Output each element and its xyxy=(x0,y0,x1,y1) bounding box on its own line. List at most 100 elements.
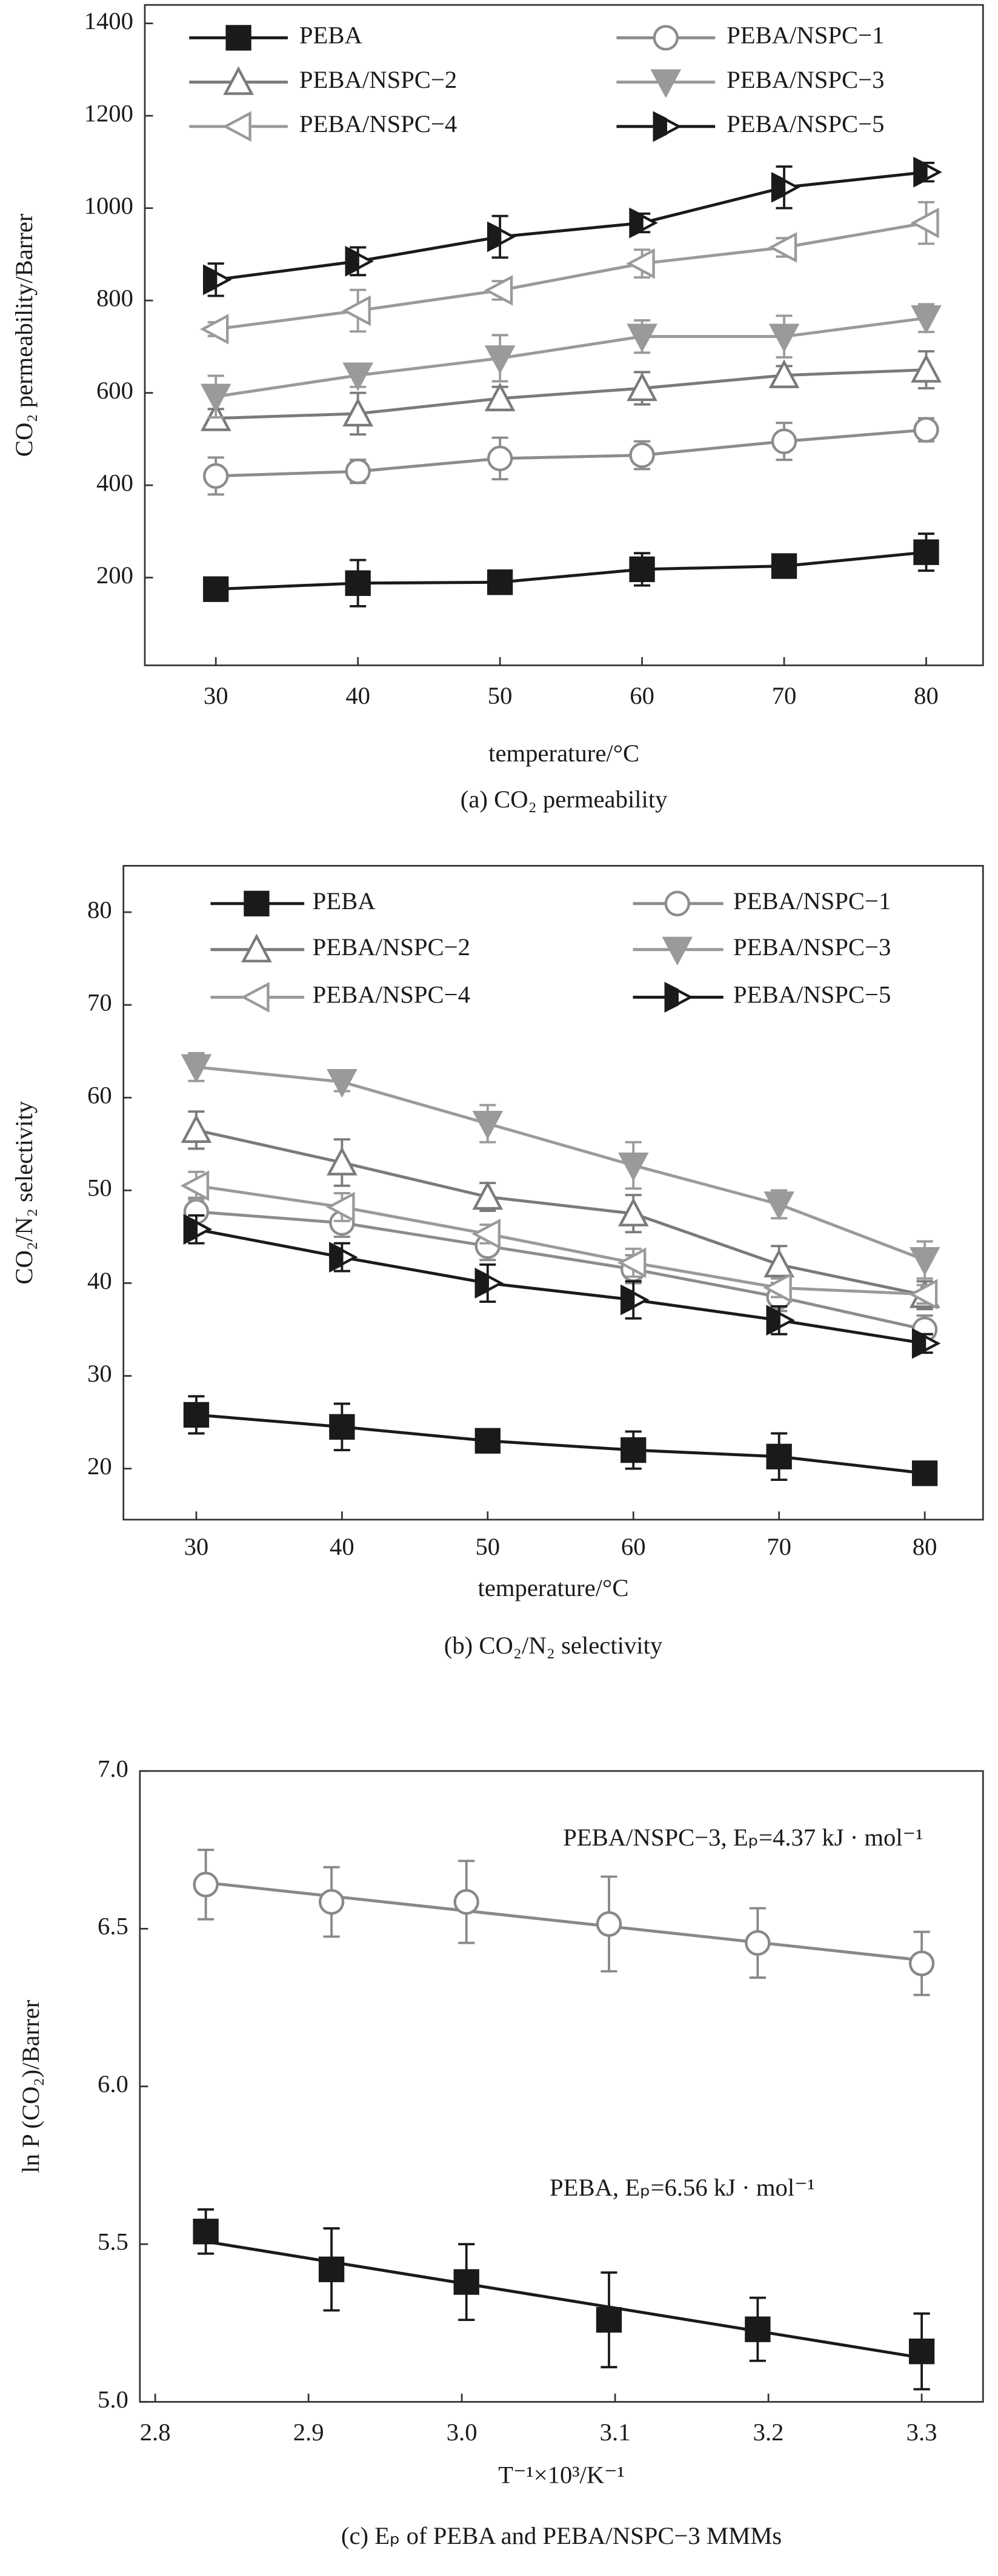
data-point xyxy=(617,1197,649,1227)
y-tick-label: 6.5 xyxy=(98,1913,128,1940)
marker-shape xyxy=(771,553,797,579)
marker-shape xyxy=(474,1268,489,1299)
y-tick-label: 5.5 xyxy=(98,2228,128,2255)
data-point xyxy=(193,2219,219,2245)
data-point xyxy=(629,442,655,468)
y-tick-label: 7.0 xyxy=(98,1755,128,1782)
data-point xyxy=(183,1402,210,1428)
legend-label: PEBA xyxy=(299,22,363,49)
data-point xyxy=(342,397,373,427)
legend-label: PEBA/NSPC−4 xyxy=(313,981,470,1008)
data-point xyxy=(329,1414,355,1440)
x-tick-label: 60 xyxy=(630,682,654,709)
y-tick-label: 5.0 xyxy=(98,2386,128,2413)
data-point xyxy=(771,553,797,579)
marker-shape xyxy=(487,569,513,595)
data-point xyxy=(318,1889,345,1915)
y-tick-label: 30 xyxy=(87,1360,112,1387)
marker-shape xyxy=(763,1272,792,1303)
data-point xyxy=(908,2339,935,2365)
marker-shape xyxy=(453,2269,479,2295)
data-point xyxy=(913,156,942,188)
marker-shape xyxy=(318,1889,345,1915)
marker-shape xyxy=(913,417,939,443)
marker-shape xyxy=(627,372,657,402)
marker-shape xyxy=(472,1110,504,1140)
data-point xyxy=(203,576,229,602)
data-point xyxy=(771,172,800,203)
data-point xyxy=(472,1110,504,1140)
caption: (c) Eₚ of PEBA and PEBA/NSPC−3 MMMs xyxy=(341,2522,782,2549)
marker-shape xyxy=(223,66,254,95)
data-point xyxy=(345,570,371,596)
series-line xyxy=(196,1228,925,1345)
data-point xyxy=(627,323,657,353)
x-tick-label: 3.2 xyxy=(753,2419,784,2446)
marker-shape xyxy=(664,890,690,916)
y-tick-label: 800 xyxy=(96,284,133,311)
caption: (b) CO₂/N₂ selectivity xyxy=(444,1632,663,1659)
data-point xyxy=(763,1272,792,1303)
legend-marker xyxy=(664,982,694,1013)
marker-shape xyxy=(241,933,272,962)
marker-shape xyxy=(225,25,251,51)
y-tick-label: 400 xyxy=(96,469,133,496)
series-line xyxy=(216,368,926,420)
marker-shape xyxy=(345,570,371,596)
marker-shape xyxy=(908,1279,938,1310)
data-point xyxy=(484,275,513,306)
legend-label: PEBA/NSPC−1 xyxy=(733,887,891,915)
data-point xyxy=(318,2256,345,2282)
legend-marker xyxy=(225,25,251,51)
marker-shape xyxy=(627,323,657,353)
y-tick-label: 40 xyxy=(87,1267,112,1294)
marker-shape xyxy=(768,323,800,353)
x-tick-label: 3.0 xyxy=(447,2419,477,2446)
data-point xyxy=(193,1872,219,1898)
data-point xyxy=(345,459,371,485)
marker-shape xyxy=(329,1414,355,1440)
marker-shape xyxy=(472,1180,504,1210)
marker-shape xyxy=(745,1930,771,1956)
data-point xyxy=(627,372,657,402)
data-point xyxy=(768,359,800,388)
data-point xyxy=(913,417,939,443)
marker-shape xyxy=(911,354,942,383)
marker-shape xyxy=(626,248,655,279)
legend-label: PEBA/NSPC−2 xyxy=(313,933,470,961)
annotation: PEBA, Eₚ=6.56 kJ · mol⁻¹ xyxy=(550,2174,815,2201)
x-tick-label: 50 xyxy=(475,1533,500,1560)
legend-marker xyxy=(223,66,254,95)
marker-shape xyxy=(908,2339,935,2365)
data-point xyxy=(327,1069,358,1098)
marker-shape xyxy=(183,1402,210,1428)
legend-label: PEBA/NSPC−3 xyxy=(727,66,884,93)
data-point xyxy=(911,1328,941,1359)
x-axis-label: temperature/°C xyxy=(478,1574,629,1601)
marker-shape xyxy=(617,1247,647,1279)
marker-shape xyxy=(913,156,928,188)
x-tick-label: 70 xyxy=(767,1533,791,1560)
marker-shape xyxy=(244,890,270,916)
series-line xyxy=(196,1128,925,1297)
data-point xyxy=(629,207,658,239)
marker-shape xyxy=(763,1248,794,1278)
marker-shape xyxy=(650,69,682,98)
y-tick-label: 600 xyxy=(96,377,133,404)
marker-shape xyxy=(327,1147,358,1176)
data-point xyxy=(342,362,373,391)
data-point xyxy=(617,1247,647,1279)
data-point xyxy=(342,295,371,326)
marker-shape xyxy=(620,1437,647,1463)
marker-shape xyxy=(629,556,655,583)
marker-shape xyxy=(913,539,939,565)
legend-marker xyxy=(653,111,682,142)
marker-shape xyxy=(653,111,667,142)
caption: (a) CO₂ permeability xyxy=(461,786,668,813)
marker-shape xyxy=(664,982,679,1013)
y-tick-label: 1200 xyxy=(84,99,133,127)
data-point xyxy=(596,1911,622,1937)
marker-shape xyxy=(484,275,513,306)
marker-shape xyxy=(662,936,693,966)
